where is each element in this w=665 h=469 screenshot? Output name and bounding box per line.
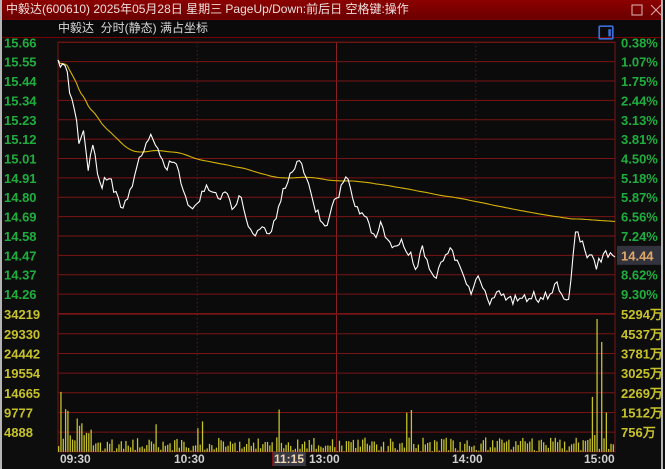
svg-text:14.37: 14.37 — [4, 268, 37, 283]
svg-text:15.44: 15.44 — [4, 74, 37, 89]
svg-text:14.44: 14.44 — [621, 248, 654, 263]
svg-text:14.58: 14.58 — [4, 229, 37, 244]
svg-text:1512万: 1512万 — [621, 405, 663, 420]
svg-text:9.30%: 9.30% — [621, 287, 658, 302]
svg-text:14.80: 14.80 — [4, 190, 37, 205]
svg-text:19554: 19554 — [4, 366, 41, 381]
svg-text:1.07%: 1.07% — [621, 55, 658, 70]
svg-text:15.23: 15.23 — [4, 113, 37, 128]
svg-text:4888: 4888 — [4, 425, 33, 440]
svg-text:5.87%: 5.87% — [621, 190, 658, 205]
svg-text:3025万: 3025万 — [621, 366, 663, 381]
svg-text:15.12: 15.12 — [4, 132, 37, 147]
svg-text:2269万: 2269万 — [621, 386, 663, 401]
svg-text:15.34: 15.34 — [4, 93, 37, 108]
svg-text:0.38%: 0.38% — [621, 38, 658, 50]
svg-text:8.62%: 8.62% — [621, 268, 658, 283]
svg-text:3781万: 3781万 — [621, 346, 663, 361]
svg-text:3.13%: 3.13% — [621, 113, 658, 128]
svg-text:29330: 29330 — [4, 327, 40, 342]
svg-text:15.55: 15.55 — [4, 55, 37, 70]
svg-text:7.24%: 7.24% — [621, 229, 658, 244]
svg-text:14.69: 14.69 — [4, 210, 37, 225]
svg-text:5294万: 5294万 — [621, 307, 663, 322]
svg-text:1.75%: 1.75% — [621, 74, 658, 89]
svg-text:15.01: 15.01 — [4, 151, 37, 166]
svg-text:14.47: 14.47 — [4, 248, 37, 263]
svg-text:15.66: 15.66 — [4, 38, 37, 50]
svg-text:4537万: 4537万 — [621, 327, 663, 342]
svg-text:756万: 756万 — [621, 425, 656, 440]
svg-text:6.56%: 6.56% — [621, 210, 658, 225]
svg-text:14665: 14665 — [4, 386, 40, 401]
svg-text:2.44%: 2.44% — [621, 93, 658, 108]
svg-text:4.50%: 4.50% — [621, 151, 658, 166]
svg-text:5.18%: 5.18% — [621, 171, 658, 186]
svg-text:34219: 34219 — [4, 307, 40, 322]
svg-text:24442: 24442 — [4, 346, 40, 361]
svg-text:14.26: 14.26 — [4, 287, 37, 302]
svg-text:9777: 9777 — [4, 405, 33, 420]
svg-text:14.91: 14.91 — [4, 171, 37, 186]
svg-text:3.81%: 3.81% — [621, 132, 658, 147]
